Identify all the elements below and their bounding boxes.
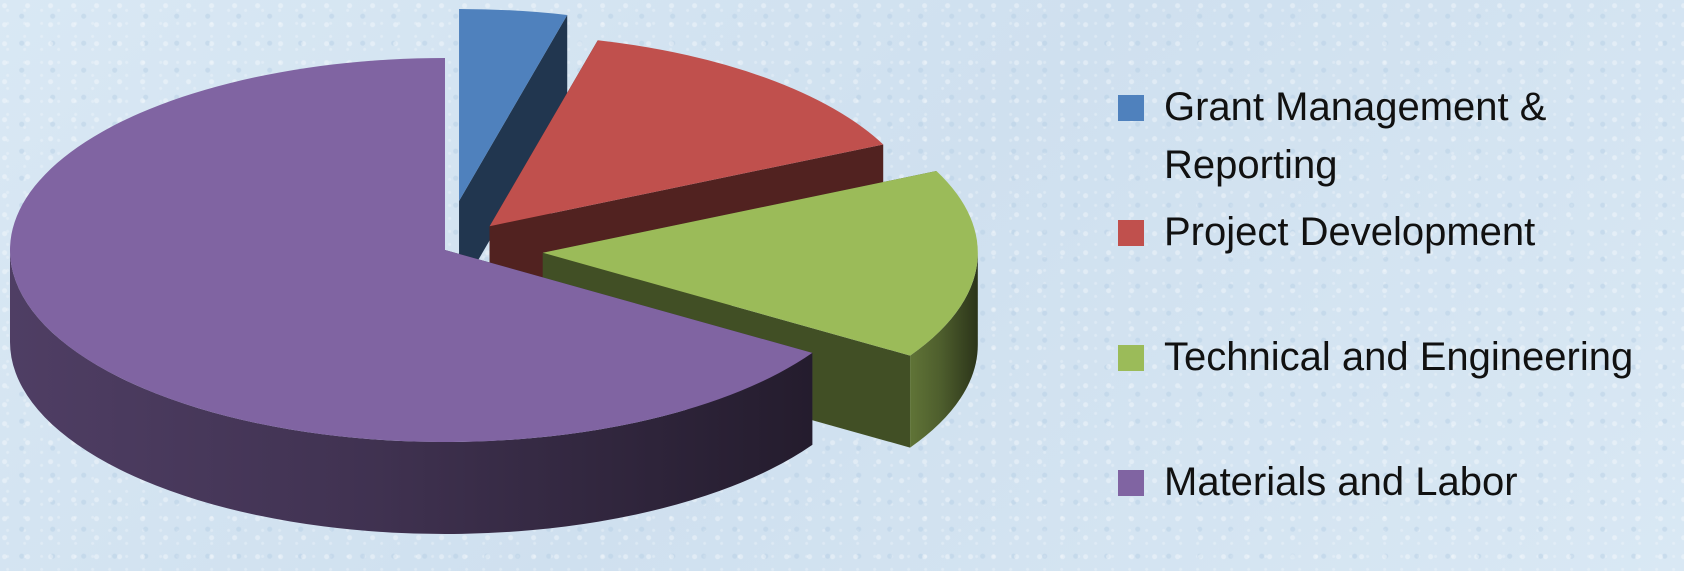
legend-swatch-project-development	[1118, 220, 1144, 246]
pie-slice-materials-labor	[10, 57, 813, 534]
legend-swatch-technical-engineering	[1118, 345, 1144, 371]
legend-label-project-development: Project Development	[1164, 210, 1536, 254]
legend-item-materials-labor: Materials and Labor	[1118, 453, 1678, 513]
pie-slice-side-technical-engineering	[910, 252, 978, 448]
pie-slice-top-grant-management	[459, 8, 568, 201]
legend-label-technical-engineering: Technical and Engineering	[1164, 335, 1634, 379]
pie-slice-top-project-development	[489, 40, 884, 227]
pie-chart	[10, 8, 978, 534]
legend-item-project-development: Project Development	[1118, 203, 1678, 328]
pie-slice-grant-management	[459, 8, 568, 293]
pie-slice-wall-grant-management	[459, 14, 568, 293]
chart-legend: Grant Management & Reporting Project Dev…	[1118, 78, 1678, 513]
legend-item-technical-engineering: Technical and Engineering	[1118, 328, 1678, 453]
legend-swatch-materials-labor	[1118, 470, 1144, 496]
pie-chart-svg	[10, 8, 978, 534]
legend-item-grant-management: Grant Management & Reporting	[1118, 78, 1678, 203]
legend-label-grant-management: Grant Management & Reporting	[1164, 85, 1547, 187]
legend-label-materials-labor: Materials and Labor	[1164, 460, 1518, 504]
pie-slice-top-materials-labor	[10, 57, 813, 442]
pie-slice-top-technical-engineering	[542, 170, 978, 356]
legend-swatch-grant-management	[1118, 95, 1144, 121]
pie-slices	[10, 8, 978, 534]
pie-slice-side-materials-labor	[10, 250, 813, 534]
